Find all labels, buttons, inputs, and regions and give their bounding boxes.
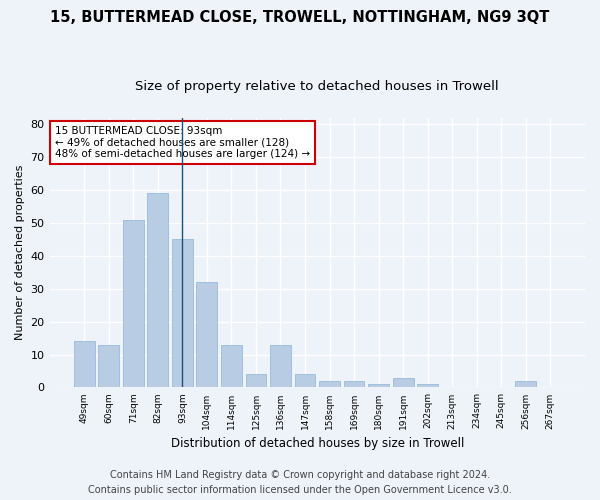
Bar [74, 342, 95, 388]
Bar [123, 220, 144, 388]
Bar [98, 344, 119, 388]
Text: Contains HM Land Registry data © Crown copyright and database right 2024.
Contai: Contains HM Land Registry data © Crown c… [88, 470, 512, 495]
Text: 15 BUTTERMEAD CLOSE: 93sqm
← 49% of detached houses are smaller (128)
48% of sem: 15 BUTTERMEAD CLOSE: 93sqm ← 49% of deta… [55, 126, 310, 159]
Bar [196, 282, 217, 388]
Bar [295, 374, 316, 388]
X-axis label: Distribution of detached houses by size in Trowell: Distribution of detached houses by size … [170, 437, 464, 450]
Bar [148, 194, 168, 388]
Bar [172, 240, 193, 388]
Bar [270, 344, 291, 388]
Bar [417, 384, 438, 388]
Bar [344, 381, 364, 388]
Bar [368, 384, 389, 388]
Bar [515, 381, 536, 388]
Text: 15, BUTTERMEAD CLOSE, TROWELL, NOTTINGHAM, NG9 3QT: 15, BUTTERMEAD CLOSE, TROWELL, NOTTINGHA… [50, 10, 550, 25]
Bar [221, 344, 242, 388]
Title: Size of property relative to detached houses in Trowell: Size of property relative to detached ho… [136, 80, 499, 93]
Bar [245, 374, 266, 388]
Bar [319, 381, 340, 388]
Bar [392, 378, 413, 388]
Y-axis label: Number of detached properties: Number of detached properties [15, 165, 25, 340]
